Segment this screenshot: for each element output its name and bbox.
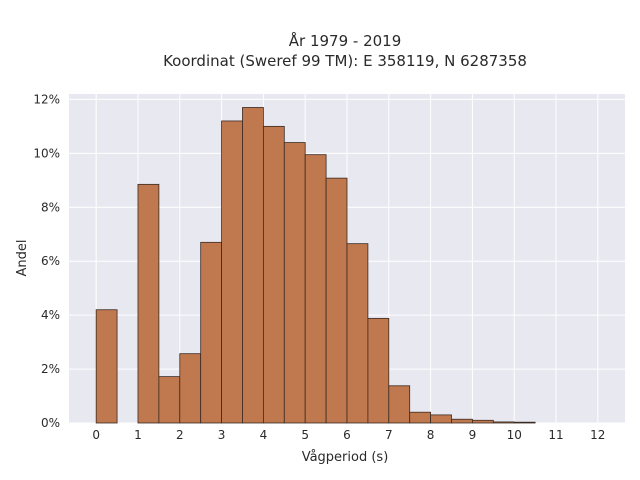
- histogram-bar: [430, 414, 452, 424]
- histogram-bar: [158, 376, 181, 424]
- histogram-bar: [367, 317, 390, 424]
- y-tick-label: 4%: [41, 308, 60, 322]
- histogram-bar: [409, 411, 432, 424]
- histogram-bar: [200, 241, 222, 424]
- x-tick-label: 10: [507, 428, 522, 442]
- histogram-bar: [492, 421, 515, 424]
- x-tick-label: 4: [260, 428, 268, 442]
- x-tick-labels: 0 1 2 3 4 5 6 7 8 9 10 11 12: [92, 428, 605, 442]
- histogram-bar: [451, 418, 473, 424]
- chart-title-line1: År 1979 - 2019: [289, 31, 402, 50]
- y-tick-label: 2%: [41, 362, 60, 376]
- y-tick-label: 10%: [33, 146, 60, 160]
- y-tick-label: 0%: [41, 416, 60, 430]
- x-tick-label: 7: [385, 428, 393, 442]
- x-tick-label: 1: [134, 428, 142, 442]
- y-axis-label: Andel: [15, 240, 30, 277]
- x-tick-label: 6: [343, 428, 351, 442]
- bars: [95, 107, 536, 424]
- histogram-bar: [242, 107, 264, 424]
- histogram-bar: [346, 243, 369, 424]
- y-tick-labels: 0% 2% 4% 6% 8% 10% 12%: [33, 92, 60, 430]
- y-tick-label: 8%: [41, 200, 60, 214]
- histogram-bar: [179, 353, 202, 424]
- x-tick-label: 9: [469, 428, 477, 442]
- x-tick-label: 12: [590, 428, 605, 442]
- y-tick-label: 6%: [41, 254, 60, 268]
- x-tick-label: 2: [176, 428, 184, 442]
- histogram-bar: [388, 385, 411, 424]
- x-axis-label: Vågperiod (s): [302, 450, 389, 465]
- x-tick-label: 0: [92, 428, 100, 442]
- histogram-bar: [325, 177, 348, 424]
- x-tick-label: 3: [218, 428, 226, 442]
- histogram-bar: [221, 120, 243, 424]
- histogram-bar: [472, 419, 494, 424]
- histogram-bar: [95, 309, 118, 424]
- histogram-bar: [283, 142, 306, 424]
- histogram-bar: [137, 183, 160, 424]
- histogram-bar: [262, 125, 285, 424]
- x-tick-label: 8: [427, 428, 435, 442]
- x-tick-label: 11: [548, 428, 563, 442]
- x-tick-label: 5: [301, 428, 309, 442]
- y-tick-label: 12%: [33, 92, 60, 106]
- histogram-bar: [513, 421, 536, 424]
- histogram-bar: [304, 154, 327, 424]
- chart-title-line2: Koordinat (Sweref 99 TM): E 358119, N 62…: [163, 52, 527, 70]
